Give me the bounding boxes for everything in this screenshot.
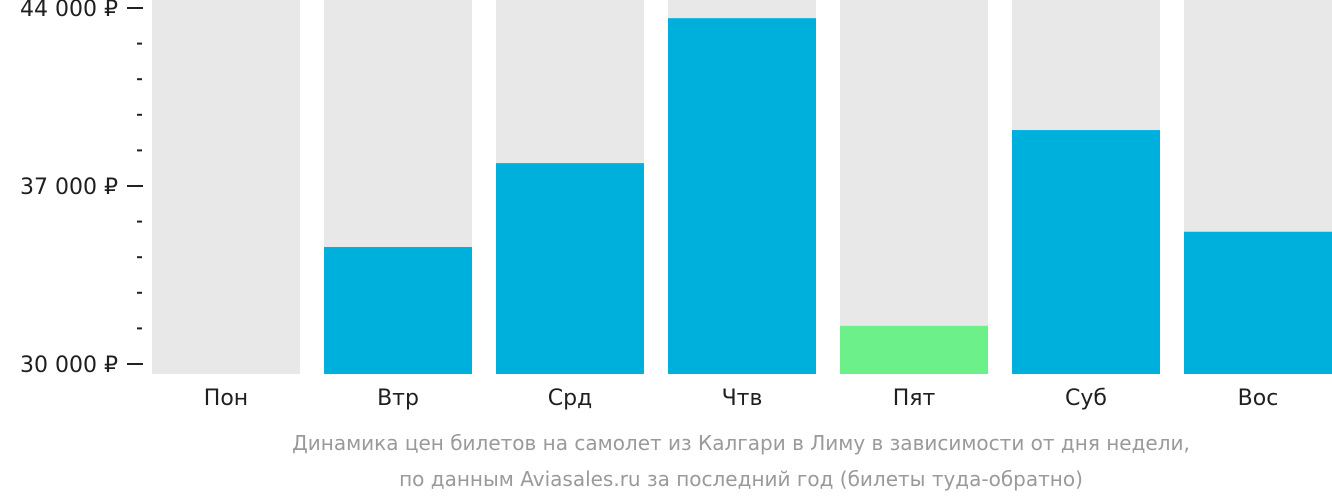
chart-caption-line-1: Динамика цен билетов на самолет из Калга… <box>292 431 1190 455</box>
bar-5 <box>1012 130 1160 374</box>
category-label-6: Вос <box>1238 386 1279 411</box>
chart-caption-line-2: по данным Aviasales.ru за последний год … <box>399 467 1083 491</box>
bar-4 <box>840 325 988 374</box>
bar-1 <box>324 247 472 374</box>
category-label-0: Пон <box>204 386 248 411</box>
y-tick-label-0: 30 000 ₽ <box>20 353 118 378</box>
category-label-4: Пят <box>893 386 936 411</box>
category-label-5: Суб <box>1065 386 1107 411</box>
bar-6 <box>1184 231 1332 374</box>
category-label-2: Срд <box>548 386 593 411</box>
bar-background-0 <box>152 0 300 374</box>
category-label-3: Чтв <box>722 386 763 411</box>
y-tick-label-1: 37 000 ₽ <box>20 175 118 200</box>
bar-2 <box>496 163 644 374</box>
bar-3 <box>668 18 816 375</box>
y-tick-label-2: 44 000 ₽ <box>20 0 118 22</box>
category-label-1: Втр <box>377 386 419 411</box>
bar-background-4 <box>840 0 988 374</box>
